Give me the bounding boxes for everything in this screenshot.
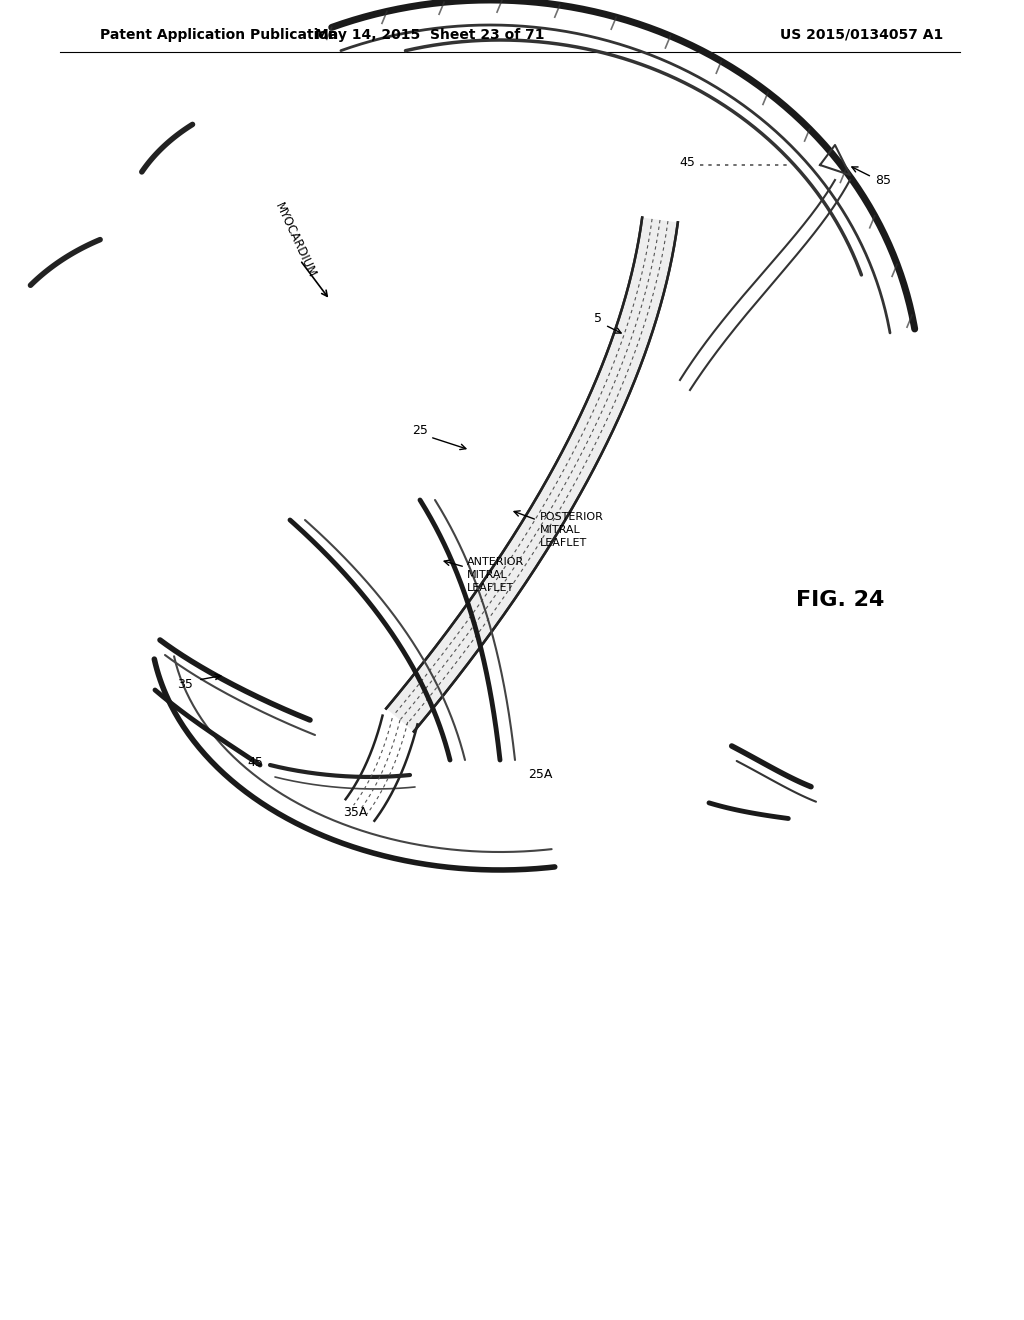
Text: Patent Application Publication: Patent Application Publication — [100, 28, 338, 42]
Text: 25A: 25A — [527, 768, 552, 781]
Text: FIG. 24: FIG. 24 — [796, 590, 884, 610]
Text: 45: 45 — [679, 156, 695, 169]
Text: US 2015/0134057 A1: US 2015/0134057 A1 — [780, 28, 943, 42]
Text: 35A: 35A — [343, 805, 368, 818]
Text: 85: 85 — [874, 173, 891, 186]
Text: 35: 35 — [177, 678, 193, 692]
Text: MYOCARDIUM: MYOCARDIUM — [272, 201, 318, 280]
Text: May 14, 2015  Sheet 23 of 71: May 14, 2015 Sheet 23 of 71 — [315, 28, 545, 42]
Text: 5: 5 — [594, 312, 602, 325]
Text: ANTERIOR
MITRAL
LEAFLET: ANTERIOR MITRAL LEAFLET — [467, 557, 524, 593]
Text: POSTERIOR
MITRAL
LEAFLET: POSTERIOR MITRAL LEAFLET — [540, 512, 604, 548]
Text: 25: 25 — [412, 424, 428, 437]
Text: 45: 45 — [247, 755, 263, 768]
Polygon shape — [386, 218, 678, 731]
